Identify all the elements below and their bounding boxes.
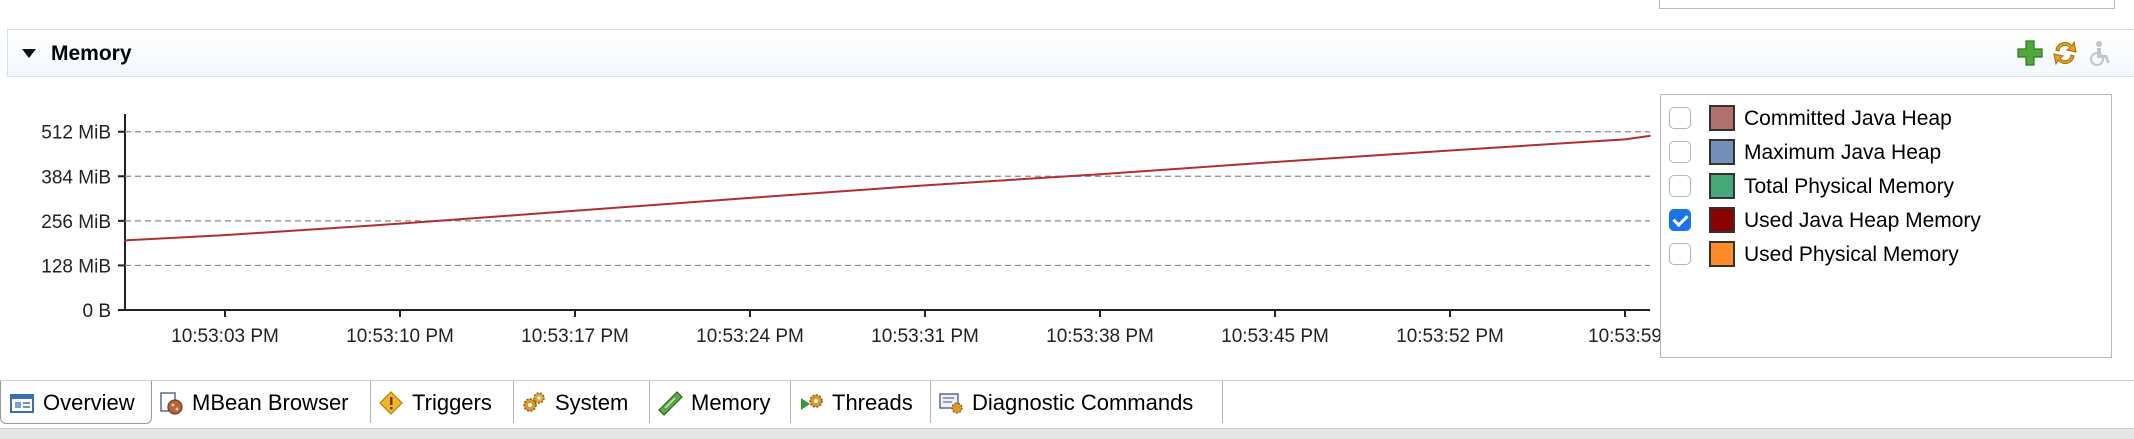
triggers-icon [379, 391, 403, 415]
tab-label: Threads [832, 390, 913, 415]
threads-icon [801, 394, 823, 410]
legend-item[interactable]: Committed Java Heap [1661, 104, 2101, 134]
data-point [224, 234, 226, 236]
accessibility-icon[interactable] [2085, 38, 2115, 68]
data-point [1274, 161, 1276, 163]
legend-item[interactable]: Total Physical Memory [1661, 172, 2101, 202]
legend-checkbox[interactable] [1669, 209, 1691, 231]
memory-chart: 0 B 128 MiB 256 MiB 384 MiB 512 MiB 10:53:03 … [0, 100, 1662, 365]
legend-color-swatch [1709, 139, 1735, 165]
tab-memory[interactable]: Memory [649, 381, 791, 423]
x-tick-label: 10:53:03 PM [171, 326, 279, 347]
memory-chart-svg: 0 B 128 MiB 256 MiB 384 MiB 512 MiB 10:53:03 … [41, 114, 1662, 347]
legend-label: Used Java Heap Memory [1744, 209, 1981, 232]
legend-color-swatch [1709, 173, 1735, 199]
data-point [749, 197, 751, 199]
memory-section-header: Memory [7, 29, 2134, 77]
y-tick-label: 0 B [82, 301, 111, 322]
x-tick-label: 10:53:31 PM [871, 326, 979, 347]
legend-item[interactable]: Used Physical Memory [1661, 240, 2101, 270]
section-title: Memory [51, 42, 132, 65]
data-point [124, 239, 126, 242]
data-point [399, 222, 401, 225]
memory-icon [658, 391, 683, 416]
data-point [1099, 173, 1101, 175]
legend-color-swatch [1709, 105, 1735, 131]
legend-item[interactable]: Maximum Java Heap [1661, 138, 2101, 168]
y-tick-label: 384 MiB [41, 167, 111, 188]
tab-label: Overview [43, 390, 135, 415]
mbean-browser-icon [160, 392, 183, 415]
tab-triggers[interactable]: Triggers [370, 381, 514, 423]
tab-threads[interactable]: Threads [790, 381, 931, 423]
data-point [574, 209, 576, 212]
upper-panel-edge [1659, 0, 2115, 9]
legend-checkbox[interactable] [1669, 141, 1691, 163]
data-point [1649, 135, 1651, 137]
status-strip [0, 428, 2134, 439]
x-tick-label: 10:53:52 PM [1396, 326, 1504, 347]
tab-mbean-browser[interactable]: MBean Browser [150, 381, 371, 423]
overview-icon [10, 394, 34, 413]
x-tick-label: 10:53:59 [1588, 326, 1660, 347]
legend-checkbox[interactable] [1669, 243, 1691, 265]
x-tick-label: 10:53:38 PM [1046, 326, 1154, 347]
legend-checkbox[interactable] [1669, 175, 1691, 197]
tab-overview[interactable]: Overview [0, 381, 152, 424]
bottom-tab-bar: Overview MBean Browser Triggers System Memor… [0, 380, 2134, 425]
legend-color-swatch [1709, 241, 1735, 267]
y-tick-label: 256 MiB [41, 212, 111, 233]
y-tick-label: 512 MiB [41, 123, 111, 144]
add-chart-icon[interactable] [2015, 38, 2045, 68]
x-tick-label: 10:53:45 PM [1221, 326, 1329, 347]
legend-label: Maximum Java Heap [1744, 141, 1942, 164]
tab-label: MBean Browser [192, 390, 349, 415]
tab-label: Triggers [412, 390, 492, 415]
data-point [1449, 149, 1451, 152]
tab-system[interactable]: System [513, 381, 650, 423]
legend-label: Total Physical Memory [1744, 175, 1955, 198]
tab-label: Memory [691, 390, 771, 415]
x-tick-label: 10:53:10 PM [346, 326, 454, 347]
tab-label: Diagnostic Commands [972, 390, 1194, 415]
chart-legend: Committed Java Heap Maximum Java Heap Tota… [1660, 94, 2112, 358]
series-line-used-java-heap [124, 134, 1651, 242]
x-tick-label: 10:53:17 PM [521, 326, 629, 347]
legend-label: Used Physical Memory [1744, 243, 1959, 266]
tab-label: System [555, 390, 629, 415]
collapse-toggle-icon[interactable] [22, 49, 36, 58]
legend-item[interactable]: Used Java Heap Memory [1661, 206, 2101, 236]
system-gears-icon [523, 392, 545, 412]
legend-color-swatch [1709, 207, 1735, 233]
diagnostic-commands-icon [939, 393, 963, 414]
legend-label: Committed Java Heap [1744, 107, 1952, 130]
x-tick-label: 10:53:24 PM [696, 326, 804, 347]
data-point [1624, 138, 1626, 141]
tab-diagnostic-commands[interactable]: Diagnostic Commands [930, 381, 1223, 423]
legend-checkbox[interactable] [1669, 107, 1691, 129]
data-point [924, 184, 926, 187]
refresh-icon[interactable] [2050, 38, 2080, 68]
y-tick-label: 128 MiB [41, 256, 111, 277]
